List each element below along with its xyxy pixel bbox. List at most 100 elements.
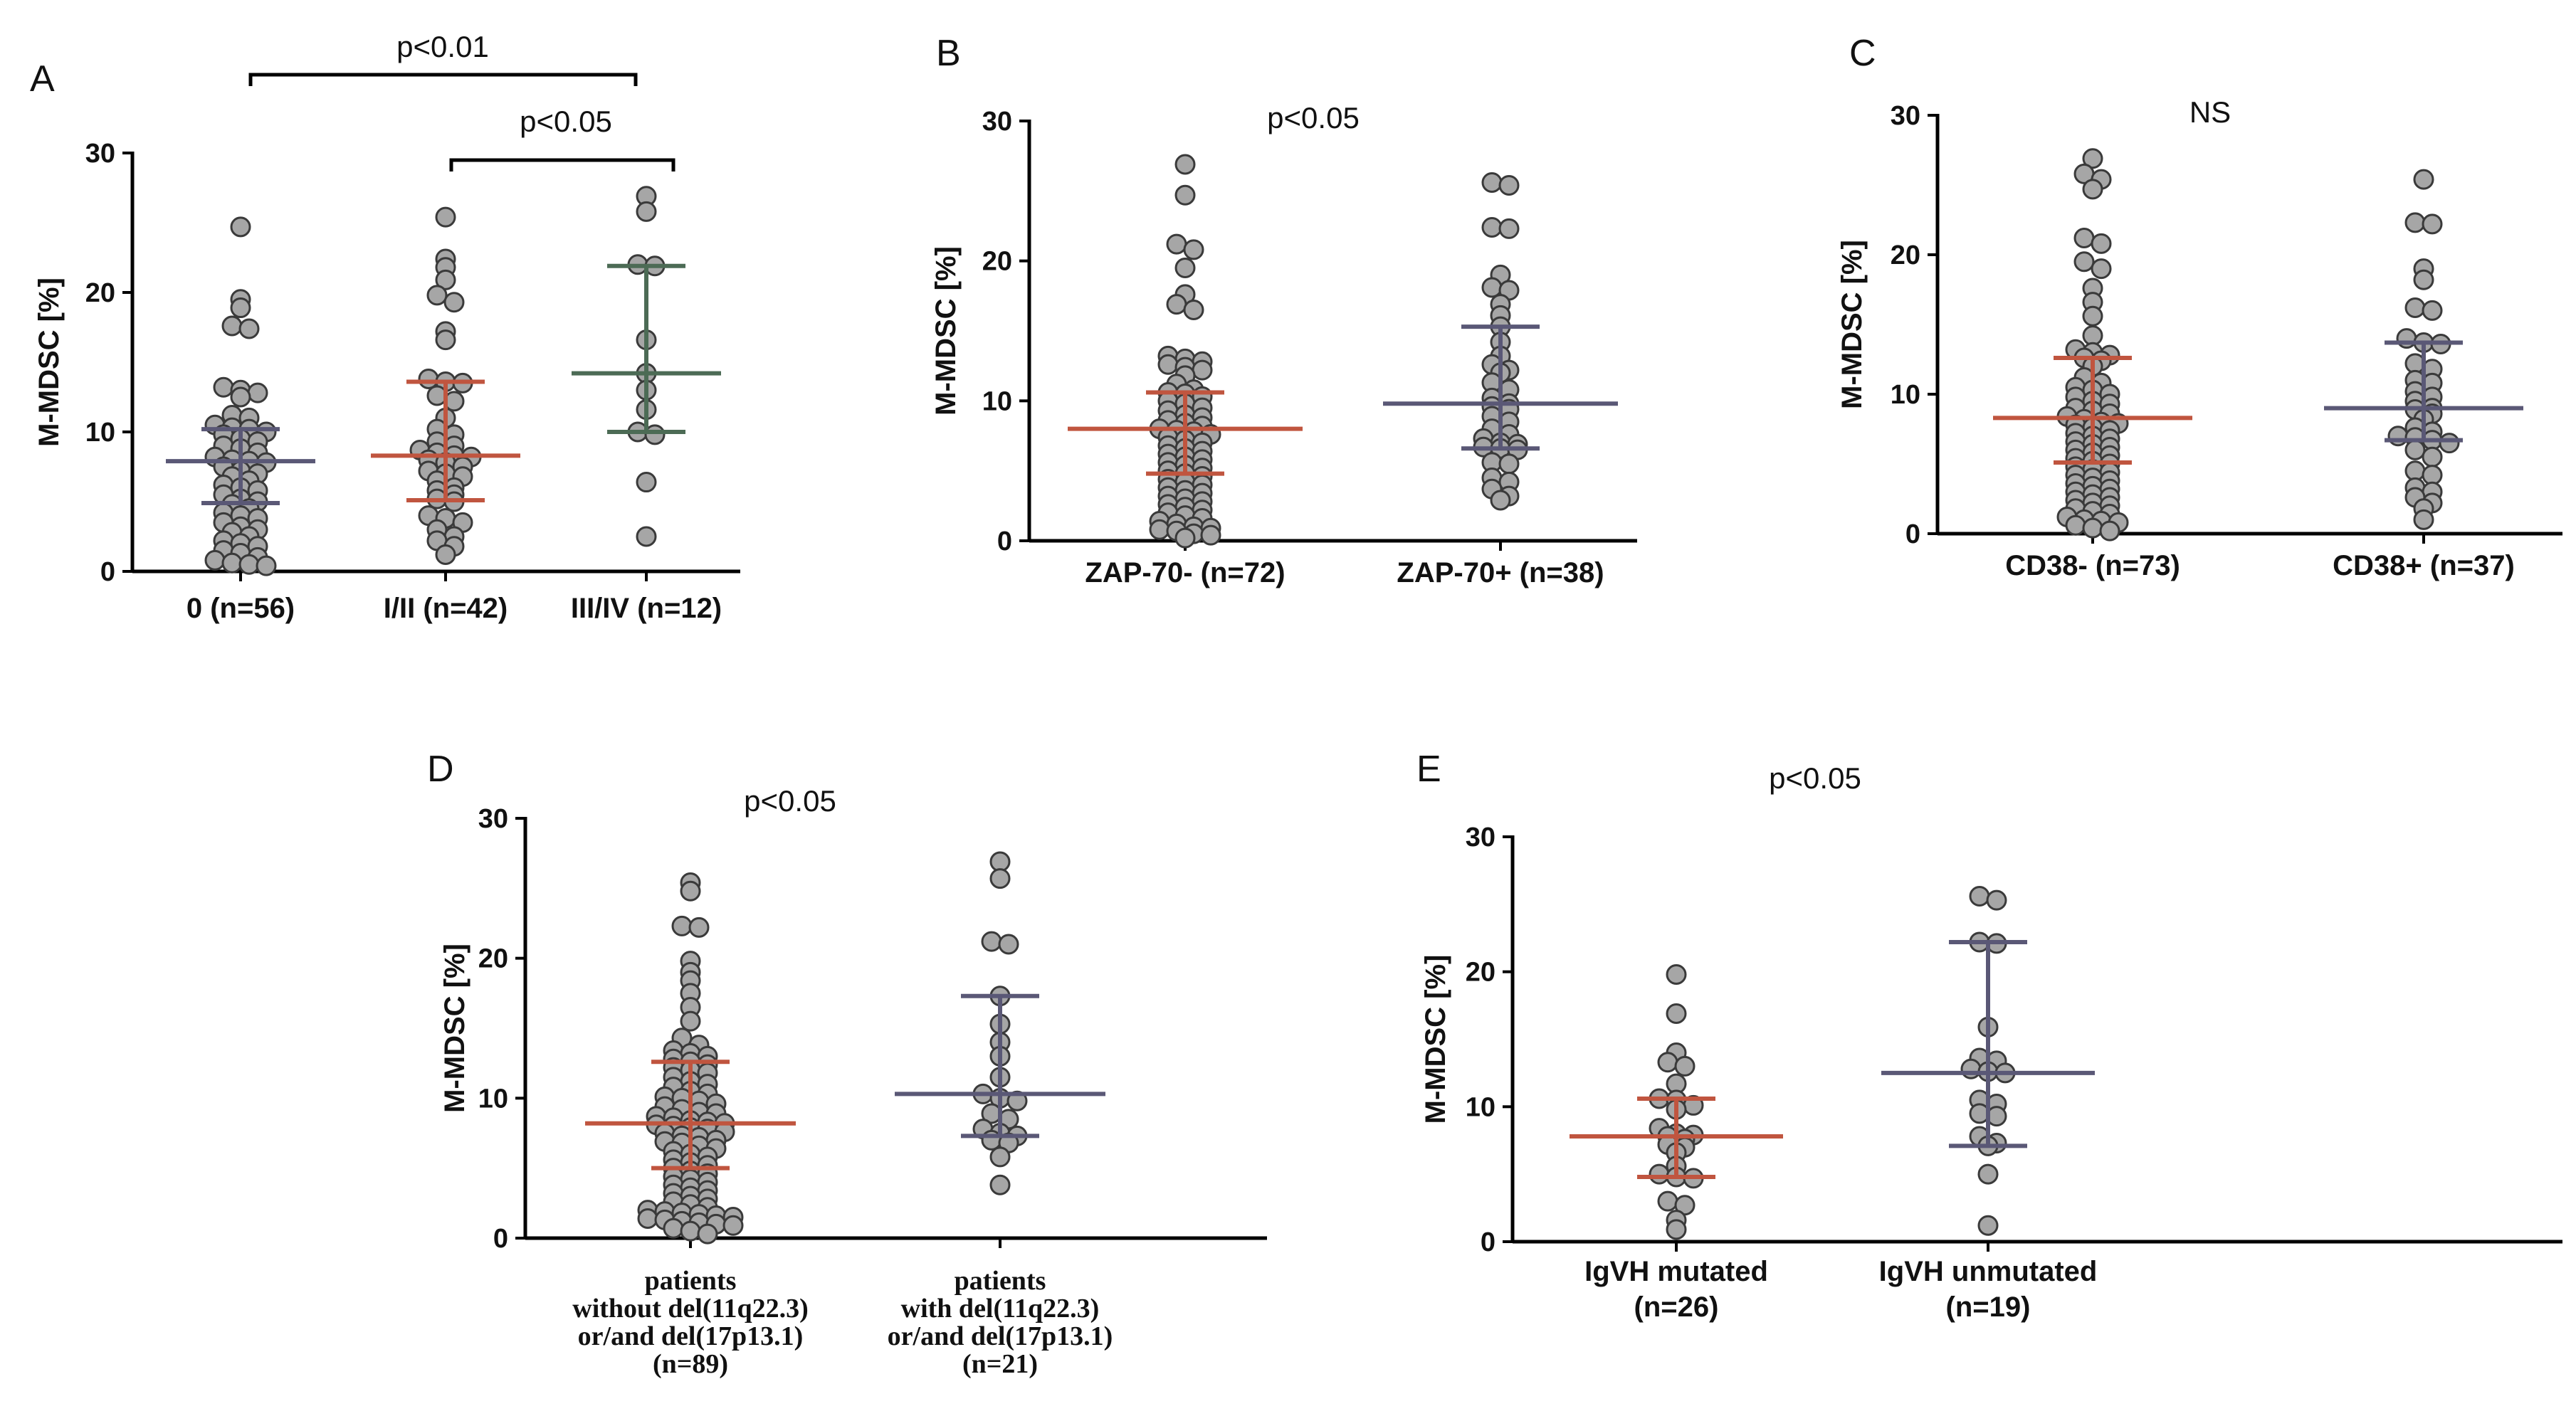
data-point <box>1977 1215 1999 1236</box>
data-point <box>636 526 657 547</box>
data-point <box>2413 509 2434 530</box>
y-axis-title: M-MDSC [%] <box>439 944 470 1113</box>
data-point <box>221 552 243 574</box>
data-point <box>1969 885 1990 907</box>
series-group <box>895 851 1105 1195</box>
data-point <box>1666 1003 1687 1024</box>
data-point <box>989 1174 1011 1195</box>
x-category-label-line: patients <box>955 1266 1046 1296</box>
y-tick-label: 0 <box>997 527 1012 556</box>
data-point <box>213 376 234 398</box>
y-tick-label: 30 <box>1466 823 1495 852</box>
data-point <box>256 555 277 576</box>
x-category-label-line: (n=21) <box>962 1349 1038 1379</box>
y-tick-label: 20 <box>85 278 115 308</box>
panel-letter: E <box>1416 749 1441 790</box>
data-point <box>2091 233 2112 254</box>
data-point <box>2413 269 2434 290</box>
data-point <box>2082 517 2103 539</box>
series-group <box>166 216 315 576</box>
panel-e: E 0 10 20 30 M-MDSC [%] IgVH mutated (n=26) IgVH… <box>1416 749 2562 1323</box>
data-point <box>2422 300 2443 321</box>
data-point <box>1192 359 1213 381</box>
data-point <box>1174 154 1196 175</box>
data-point <box>998 934 1019 955</box>
data-point <box>1490 490 1511 511</box>
panel-letter: D <box>427 749 454 790</box>
y-tick-label: 10 <box>85 418 115 448</box>
x-category-label: CD38- (n=73) <box>2005 550 2180 581</box>
y-axis-title: M-MDSC [%] <box>930 246 962 416</box>
data-point <box>2099 520 2120 542</box>
data-point <box>2073 251 2095 273</box>
y-axis-title: M-MDSC [%] <box>33 278 65 447</box>
series-group <box>2324 169 2523 530</box>
data-point <box>2065 514 2086 536</box>
y-tick-label: 10 <box>1466 1092 1495 1122</box>
y-tick-label: 0 <box>493 1224 508 1254</box>
data-point <box>2404 439 2426 460</box>
x-category-label: 0 (n=56) <box>186 593 295 624</box>
significance-label: p<0.01 <box>396 30 489 63</box>
data-point <box>1174 184 1196 206</box>
significance-bracket <box>248 73 638 86</box>
data-point <box>680 1220 701 1242</box>
panel-letter: A <box>30 58 55 100</box>
data-point <box>697 1223 718 1245</box>
data-point <box>2396 328 2417 349</box>
panel-c: C 0 10 20 30 M-MDSC [%] CD38- (n=73) CD38+ (n=3… <box>1836 33 2562 581</box>
data-point <box>1166 294 1187 315</box>
data-point <box>418 369 439 390</box>
x-category-label-line: (n=26) <box>1634 1291 1719 1323</box>
data-point <box>981 931 1002 952</box>
data-point <box>2082 148 2103 169</box>
data-point <box>230 386 251 408</box>
series-group <box>1993 148 2192 542</box>
data-point <box>1657 1052 1678 1073</box>
series-group <box>1068 154 1303 549</box>
significance-bracket <box>449 158 675 171</box>
data-point <box>204 549 226 571</box>
significance-label: p<0.05 <box>1267 101 1360 134</box>
data-point <box>1149 519 1170 540</box>
data-point <box>636 201 657 222</box>
data-point <box>663 1217 684 1239</box>
x-category-label-line: IgVH unmutated <box>1879 1256 2098 1287</box>
data-point <box>1006 1090 1028 1111</box>
data-point <box>2404 297 2426 318</box>
y-tick-label: 0 <box>100 557 115 587</box>
panel-a: A 0 10 20 30 M-MDSC [%] 0 (n=56) I/II (n=42) III… <box>30 30 740 624</box>
y-tick-label: 20 <box>982 247 1012 277</box>
data-point <box>1666 1219 1687 1240</box>
data-point <box>435 329 456 351</box>
y-tick-label: 10 <box>1891 380 1920 410</box>
y-tick-label: 20 <box>1466 958 1495 988</box>
data-point <box>1183 300 1204 320</box>
x-category-label: I/II (n=42) <box>384 593 508 624</box>
x-category-label: ZAP-70+ (n=38) <box>1397 557 1604 588</box>
data-point <box>1674 1055 1696 1077</box>
series-group <box>572 186 721 547</box>
data-point <box>688 916 710 938</box>
data-point <box>435 206 456 228</box>
data-point <box>230 216 251 238</box>
data-point <box>1174 527 1196 549</box>
data-point <box>2082 305 2103 327</box>
x-category-label: ZAP-70- (n=72) <box>1085 557 1285 588</box>
significance-label: p<0.05 <box>744 784 836 818</box>
panel-letter: B <box>936 33 961 74</box>
data-point <box>435 269 456 290</box>
data-point <box>1498 218 1520 239</box>
y-tick-label: 10 <box>478 1084 508 1114</box>
y-axis-title: M-MDSC [%] <box>1836 240 1868 409</box>
data-point <box>443 292 465 313</box>
data-point <box>1481 277 1503 298</box>
data-point <box>435 544 456 565</box>
data-point <box>680 1010 701 1032</box>
data-point <box>1481 216 1503 238</box>
data-point <box>1666 963 1687 985</box>
series-group <box>1383 172 1618 511</box>
y-tick-label: 0 <box>1905 519 1920 549</box>
data-point <box>637 1208 658 1229</box>
